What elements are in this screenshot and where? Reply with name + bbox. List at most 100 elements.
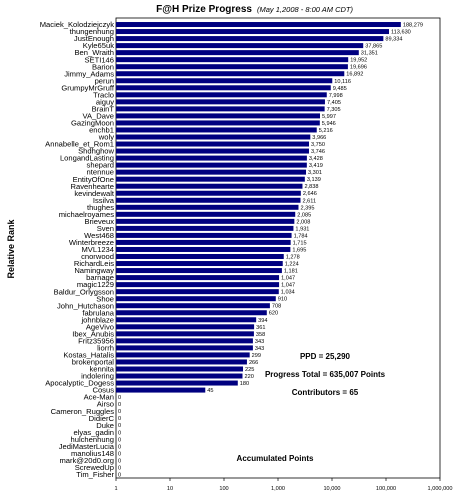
bar bbox=[116, 162, 307, 168]
value-label: 0 bbox=[118, 472, 121, 478]
bar bbox=[116, 141, 309, 147]
category-label: shepard bbox=[87, 161, 114, 170]
bar bbox=[116, 78, 333, 84]
bar bbox=[116, 211, 296, 217]
bar bbox=[116, 345, 253, 351]
value-label: 620 bbox=[269, 311, 278, 317]
category-label: SETI146 bbox=[84, 55, 114, 64]
x-tick-label: 10,000 bbox=[323, 486, 340, 492]
value-label: 188,279 bbox=[403, 23, 423, 29]
category-label: EntityOfOne bbox=[73, 175, 114, 184]
value-label: 3,746 bbox=[311, 149, 325, 155]
value-label: 1,784 bbox=[294, 233, 308, 239]
category-label: Jimmy_Adams bbox=[64, 69, 114, 78]
value-label: 708 bbox=[272, 304, 281, 310]
category-label: MVL1234 bbox=[81, 245, 114, 254]
value-label: 0 bbox=[118, 451, 121, 457]
bar bbox=[116, 92, 327, 98]
value-label: 3,419 bbox=[309, 163, 323, 169]
bar bbox=[116, 282, 280, 288]
value-label: 5,997 bbox=[322, 114, 336, 120]
category-label: elyas_gadin bbox=[73, 428, 114, 437]
bar bbox=[116, 373, 243, 379]
category-label: fabrulana bbox=[82, 308, 114, 317]
category-label: Winterbreeze bbox=[69, 238, 114, 247]
category-label: ScrewedUp bbox=[75, 463, 114, 472]
bar bbox=[116, 169, 307, 175]
bar bbox=[116, 197, 301, 203]
value-label: 910 bbox=[278, 297, 287, 303]
bar bbox=[116, 261, 283, 267]
value-label: 1,695 bbox=[292, 247, 306, 253]
value-label: 1,278 bbox=[286, 255, 300, 261]
category-label: Shdhghow bbox=[78, 147, 114, 156]
bar bbox=[116, 204, 299, 210]
value-label: 180 bbox=[240, 381, 249, 387]
category-label: Issilva bbox=[93, 196, 115, 205]
category-label: Cameron_Ruggles bbox=[51, 407, 115, 416]
bar bbox=[116, 29, 389, 35]
value-label: 0 bbox=[118, 430, 121, 436]
category-label: Maciek_Kolodziejczyk bbox=[40, 20, 114, 29]
category-label: LongandLasting bbox=[60, 154, 114, 163]
bar bbox=[116, 254, 284, 260]
x-tick-label: 1 bbox=[114, 486, 117, 492]
value-label: 2,838 bbox=[304, 184, 318, 190]
category-label: brokenportal bbox=[72, 358, 115, 367]
bar bbox=[116, 303, 270, 309]
value-label: 0 bbox=[118, 444, 121, 450]
category-label: Apocalyptic_Dogess bbox=[45, 379, 114, 388]
annotation-contributors: Contributors = 65 bbox=[292, 388, 359, 397]
category-label: enchb1 bbox=[89, 126, 114, 135]
category-label: liorrh bbox=[97, 343, 114, 352]
bar bbox=[116, 331, 254, 337]
bar bbox=[116, 317, 257, 323]
value-label: 19,696 bbox=[350, 65, 367, 71]
bar bbox=[116, 275, 280, 281]
bar bbox=[116, 113, 321, 119]
value-label: 16,892 bbox=[346, 72, 363, 78]
bar bbox=[116, 148, 309, 154]
value-label: 394 bbox=[258, 318, 267, 324]
value-label: 31,351 bbox=[361, 51, 378, 57]
category-label: Duke bbox=[96, 421, 114, 430]
value-label: 343 bbox=[255, 339, 264, 345]
bar bbox=[116, 225, 294, 231]
value-label: 0 bbox=[118, 416, 121, 422]
bar bbox=[116, 71, 345, 77]
category-label: johnblaze bbox=[80, 315, 114, 324]
category-label: Kostas_Hatalis bbox=[63, 351, 114, 360]
chart-subtitle: (May 1,2008 - 8:00 AM CDT) bbox=[257, 5, 354, 14]
category-label: barnage bbox=[86, 273, 114, 282]
bar bbox=[116, 338, 253, 344]
value-label: 3,750 bbox=[311, 142, 325, 148]
bar bbox=[116, 36, 384, 42]
bar bbox=[116, 134, 311, 140]
category-label: AgeVivo bbox=[86, 322, 114, 331]
category-label: JediMasterLucia bbox=[59, 442, 115, 451]
bar bbox=[116, 22, 401, 28]
bar bbox=[116, 296, 276, 302]
value-label: 2,008 bbox=[296, 219, 310, 225]
bar bbox=[116, 289, 279, 295]
category-label: manolius148 bbox=[71, 449, 114, 458]
category-label: Barion bbox=[92, 62, 114, 71]
category-label: RichardLeis bbox=[74, 259, 114, 268]
category-label: West468 bbox=[84, 231, 114, 240]
category-label: perun bbox=[95, 76, 114, 85]
bar bbox=[116, 85, 331, 91]
value-label: 0 bbox=[118, 458, 121, 464]
category-label: VA_Dave bbox=[82, 112, 114, 121]
bar bbox=[116, 359, 247, 365]
bar bbox=[116, 183, 303, 189]
category-label: hulchenhung bbox=[71, 435, 115, 444]
category-label: Cosus bbox=[92, 386, 114, 395]
bar bbox=[116, 190, 301, 196]
category-label: mark@20d0.org bbox=[59, 456, 114, 465]
category-label: aiguy bbox=[96, 97, 114, 106]
value-label: 220 bbox=[244, 374, 253, 380]
value-label: 1,181 bbox=[284, 269, 298, 275]
bar bbox=[116, 324, 255, 330]
value-label: 7,305 bbox=[327, 107, 341, 113]
